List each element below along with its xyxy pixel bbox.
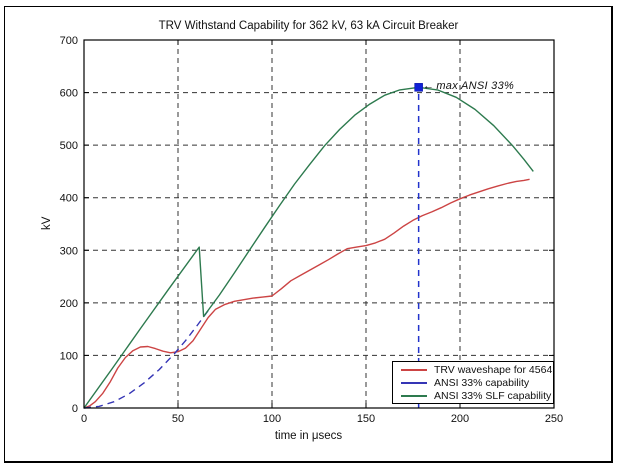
legend-line-blue	[401, 381, 427, 384]
series-line	[83, 310, 209, 409]
y-axis-label: kV	[41, 216, 53, 230]
legend-item-ansi: ANSI 33% capability	[397, 377, 549, 389]
annotation-max-ansi: ← max ANSI 33%	[423, 80, 514, 92]
x-axis-label: time in μsecs	[274, 430, 343, 442]
y-tick-label: 400	[60, 193, 78, 205]
annotation-label: max ANSI 33%	[436, 80, 515, 92]
y-tick-label: 0	[72, 403, 78, 415]
legend-item-trv: TRV waveshape for 4564	[397, 364, 552, 376]
y-tick-label: 500	[60, 140, 78, 152]
series-line	[83, 178, 530, 409]
x-tick-label: 150	[357, 413, 375, 425]
chart-title: TRV Withstand Capability for 362 kV, 63 …	[158, 20, 459, 32]
x-tick-label: 200	[451, 413, 469, 425]
y-tick-label: 100	[60, 350, 78, 362]
arrow-left-icon: ←	[423, 80, 435, 92]
axes-box	[83, 39, 555, 409]
legend-item-ansi-slf: ANSI 33% SLF capability	[397, 390, 551, 402]
legend-line-red	[401, 368, 427, 371]
y-tick-label: 700	[60, 35, 78, 47]
y-tick-label: 200	[60, 298, 78, 310]
x-tick-label: 50	[172, 413, 184, 425]
y-tick-label: 600	[60, 88, 78, 100]
y-tick-label: 300	[60, 245, 78, 257]
legend-line-green	[401, 394, 427, 397]
legend: TRV waveshape for 4564 ANSI 33% capabili…	[392, 361, 554, 404]
x-tick-label: 250	[545, 413, 563, 425]
x-tick-label: 0	[81, 413, 87, 425]
x-tick-label: 100	[263, 413, 281, 425]
series-line	[83, 86, 534, 409]
annotation-marker	[414, 83, 423, 92]
plot-area: 0 50 100 150 200 250 0 100 200 300 400 500 600 700	[60, 35, 564, 425]
